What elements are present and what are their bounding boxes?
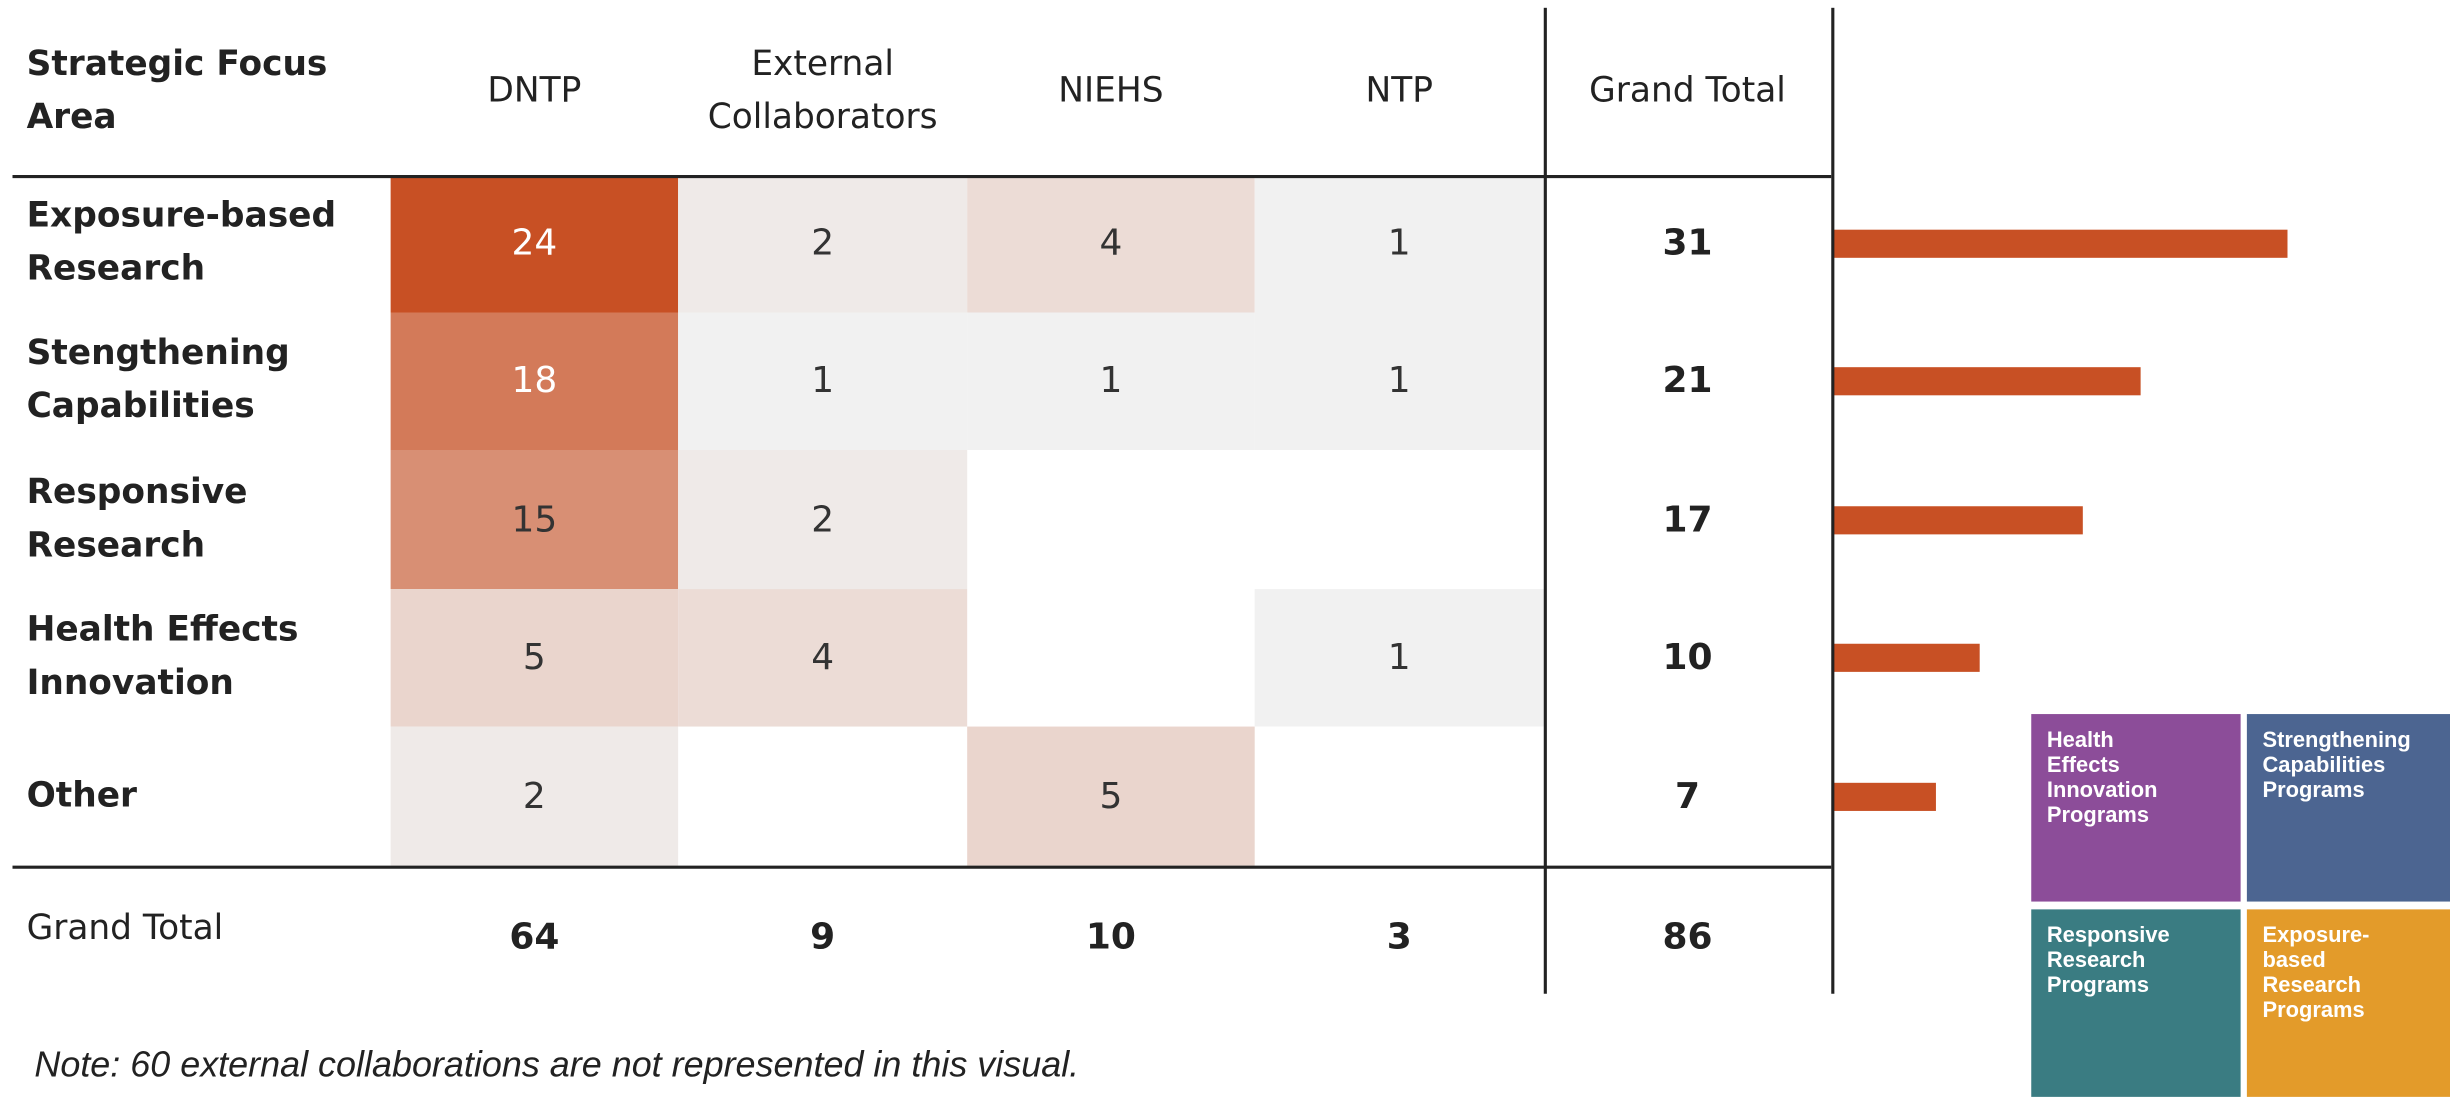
tile-label: Exposure-based Research Programs bbox=[2262, 921, 2370, 1022]
column-total: 3 bbox=[1386, 917, 1412, 958]
note: Note: 60 external collaborations are not… bbox=[34, 1043, 1080, 1085]
program-tile: Strengthening Capabilities Programs bbox=[2246, 714, 2450, 902]
column-header: Strategic Focus Area bbox=[26, 44, 328, 137]
row-label: Exposure-based Research bbox=[26, 196, 337, 290]
column-header: DNTP bbox=[487, 71, 582, 111]
row-label: Health Effects Innovation bbox=[26, 610, 299, 704]
heat-cell: 2 bbox=[678, 175, 968, 313]
total-bar bbox=[1832, 229, 2288, 258]
column-total: 64 bbox=[509, 917, 560, 958]
total-bar bbox=[1832, 643, 1980, 672]
total-bar bbox=[1832, 367, 2141, 396]
grand-total: 86 bbox=[1662, 917, 1713, 958]
heat-cell: 15 bbox=[390, 450, 679, 590]
column-header: External Collaborators bbox=[707, 44, 938, 137]
row-label: Grand Total bbox=[26, 909, 224, 949]
heat-cell: 1 bbox=[678, 312, 968, 450]
column-header: Grand Total bbox=[1589, 71, 1786, 111]
row-label: Other bbox=[26, 775, 137, 815]
heat-cell: 1 bbox=[1254, 589, 1544, 727]
tile-label: Strengthening Capabilities Programs bbox=[2262, 726, 2411, 802]
row-total: 17 bbox=[1662, 499, 1713, 540]
row-label: Responsive Research bbox=[26, 472, 248, 565]
heat-cell: 2 bbox=[678, 450, 968, 590]
tile-label: Health Effects Innovation Programs bbox=[2046, 726, 2158, 827]
rule bbox=[12, 175, 1832, 178]
column-header: NIEHS bbox=[1058, 71, 1164, 111]
row-total: 31 bbox=[1662, 223, 1713, 265]
rule bbox=[12, 865, 1832, 868]
heat-cell: 18 bbox=[390, 312, 679, 450]
total-bar bbox=[1832, 782, 1936, 811]
total-bar bbox=[1832, 505, 2083, 534]
row-total: 10 bbox=[1662, 637, 1713, 679]
program-tile: Responsive Research Programs bbox=[2031, 909, 2241, 1097]
heat-cell: 4 bbox=[678, 589, 968, 727]
heat-cell: 1 bbox=[1254, 175, 1544, 313]
heat-cell: 5 bbox=[967, 726, 1255, 866]
row-total: 21 bbox=[1662, 360, 1713, 402]
heat-cell: 2 bbox=[390, 726, 679, 866]
heat-cell: 4 bbox=[967, 175, 1255, 313]
heat-cell: 24 bbox=[390, 175, 679, 313]
column-total: 9 bbox=[810, 917, 836, 958]
rule bbox=[1543, 7, 1547, 994]
heat-cell: 1 bbox=[1254, 312, 1544, 450]
row-label: Stengthening Capabilities bbox=[26, 334, 290, 427]
program-tile: Health Effects Innovation Programs bbox=[2031, 714, 2241, 902]
column-header: NTP bbox=[1365, 71, 1433, 111]
heat-cell: 5 bbox=[390, 589, 679, 727]
tile-label: Responsive Research Programs bbox=[2046, 921, 2170, 997]
program-tile: Exposure-based Research Programs bbox=[2246, 909, 2450, 1097]
heat-cell: 1 bbox=[967, 312, 1255, 450]
row-total: 7 bbox=[1674, 775, 1700, 817]
rule bbox=[1831, 7, 1834, 994]
column-total: 10 bbox=[1085, 917, 1136, 958]
